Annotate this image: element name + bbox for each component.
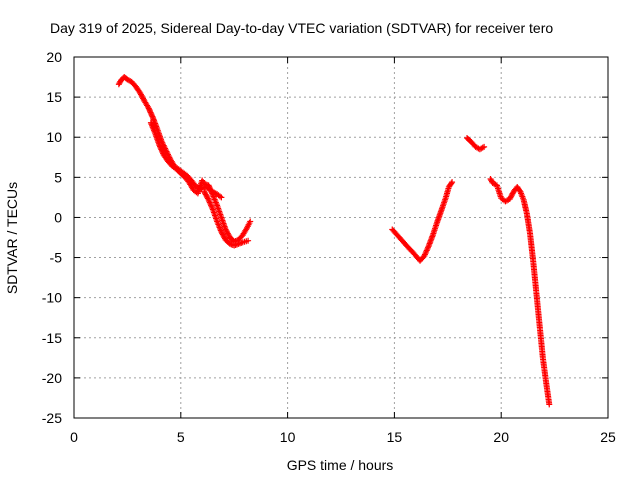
data-point: [218, 194, 225, 201]
data-point: [449, 179, 456, 186]
data-point: [207, 186, 214, 193]
data-point: [148, 110, 155, 117]
chart-title: Day 319 of 2025, Sidereal Day-to-day VTE…: [50, 20, 553, 36]
data-point: [156, 142, 163, 149]
y-tick-label: 10: [46, 129, 62, 145]
y-tick-label: 5: [54, 169, 62, 185]
data-point: [208, 202, 215, 209]
data-point: [149, 113, 156, 120]
data-point: [205, 182, 212, 189]
x-tick-label: 10: [280, 429, 296, 445]
data-point: [206, 185, 213, 192]
data-point: [206, 199, 213, 206]
data-point: [208, 187, 215, 194]
data-point: [148, 112, 155, 119]
data-point: [423, 247, 430, 254]
data-point: [424, 244, 431, 251]
data-point: [158, 147, 165, 154]
data-point: [422, 250, 429, 257]
grid-lines: [74, 57, 608, 418]
series-arc-3: [464, 135, 488, 153]
data-point: [423, 248, 430, 255]
data-point: [204, 195, 211, 202]
x-tick-label: 25: [600, 429, 616, 445]
data-point: [146, 106, 153, 113]
axis-tick-labels: 0 5 10 15 20 25 -25 -20 -15 -10 -5 0 5 10 15 20: [42, 49, 616, 445]
y-tick-label: 20: [46, 49, 62, 65]
data-point: [247, 218, 254, 225]
y-tick-label: -25: [42, 410, 62, 426]
axis-ticks: [73, 56, 609, 419]
data-point: [145, 105, 152, 112]
data-point: [158, 146, 165, 153]
data-point: [208, 203, 215, 210]
y-tick-label: -15: [42, 330, 62, 346]
data-point: [207, 200, 214, 207]
data-point: [147, 109, 154, 116]
data-point: [146, 108, 153, 115]
x-tick-label: 20: [493, 429, 509, 445]
data-point: [546, 401, 553, 408]
plot-frame: [73, 56, 609, 419]
x-axis-label: GPS time / hours: [287, 457, 394, 473]
x-tick-label: 0: [70, 429, 78, 445]
series-arc-1-tail: [201, 188, 252, 249]
y-tick-label: -5: [50, 250, 63, 266]
data-point: [208, 189, 215, 196]
data-point: [157, 144, 164, 151]
data-point: [448, 180, 455, 187]
data-point: [209, 190, 216, 197]
series-arc-1-lower: [147, 119, 254, 245]
series-arc-4: [487, 175, 553, 408]
series-arc-2: [389, 179, 456, 264]
x-tick-label: 5: [177, 429, 185, 445]
data-point: [157, 143, 164, 150]
y-tick-label: -10: [42, 290, 62, 306]
y-tick-label: 15: [46, 89, 62, 105]
y-tick-label: -20: [42, 370, 62, 386]
y-axis-label: SDTVAR / TECUs: [4, 182, 20, 294]
data-point: [209, 205, 216, 212]
x-tick-label: 15: [387, 429, 403, 445]
data-point: [206, 183, 213, 190]
data-point: [206, 198, 213, 205]
data-point: [481, 143, 488, 150]
data-point: [424, 246, 431, 253]
data-points: [115, 74, 553, 408]
data-point: [205, 196, 212, 203]
data-point: [421, 252, 428, 259]
y-tick-label: 0: [54, 209, 62, 225]
data-point: [159, 149, 166, 156]
data-point: [421, 251, 428, 258]
data-point: [245, 237, 252, 244]
